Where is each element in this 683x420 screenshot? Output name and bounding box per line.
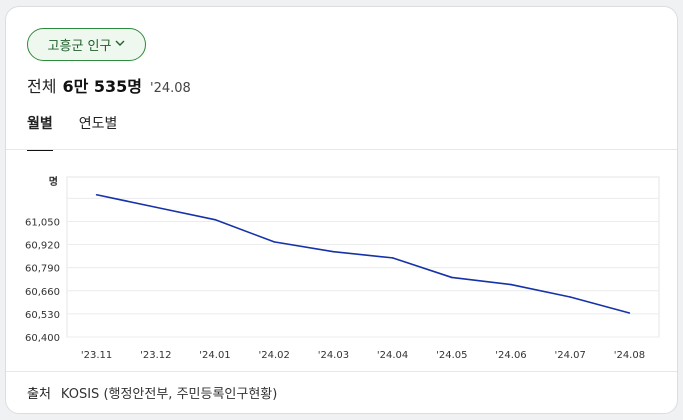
source-text: KOSIS (행정안전부, 주민등록인구현황) xyxy=(60,387,278,402)
y-tick-label: 60,530 xyxy=(25,310,60,321)
summary-label: 전체 xyxy=(27,77,57,96)
x-tick-label: '24.04 xyxy=(377,350,408,361)
data-point xyxy=(628,312,631,314)
population-card: 고흥군 인구 전체 6만 535명 '24.08 월별 연도별 60,400 60… xyxy=(5,6,678,414)
x-tick-label: '23.12 xyxy=(140,350,171,361)
source-label: 출처 xyxy=(27,387,51,402)
tabs-divider xyxy=(6,149,677,150)
period-tabs: 월별 연도별 xyxy=(27,113,117,153)
data-point xyxy=(569,296,571,298)
y-tick-label: 61,050 xyxy=(25,217,60,228)
plot-frame xyxy=(66,176,660,338)
summary-value: 6만 535명 xyxy=(62,77,142,96)
population-chart: 60,400 60,530 60,660 60,790 60,920 61,050 명 '23… xyxy=(6,157,677,371)
tab-yearly[interactable]: 연도별 xyxy=(78,116,118,132)
x-tick-label: '24.06 xyxy=(495,350,526,361)
summary-date: '24.08 xyxy=(150,81,191,96)
chevron-down-icon xyxy=(115,37,125,52)
y-tick-label: 60,790 xyxy=(25,264,60,275)
data-point xyxy=(332,250,335,253)
data-point xyxy=(510,283,512,286)
data-point xyxy=(155,206,157,209)
population-series-line xyxy=(96,193,630,314)
x-tick-label: '24.07 xyxy=(555,350,586,361)
x-tick-label: '24.08 xyxy=(614,350,645,361)
y-tick-label: 60,920 xyxy=(25,241,60,252)
y-axis-label: 명 xyxy=(49,175,58,188)
tab-monthly[interactable]: 월별 xyxy=(27,113,53,151)
y-tick-label: 60,400 xyxy=(25,333,60,344)
region-selector-button[interactable]: 고흥군 인구 xyxy=(27,28,146,61)
x-tick-label: '24.01 xyxy=(199,350,230,361)
x-tick-label: '24.05 xyxy=(436,350,467,361)
data-point xyxy=(391,257,394,259)
x-tick-label: '23.11 xyxy=(81,350,112,361)
data-point xyxy=(214,218,216,221)
x-tick-label: '24.02 xyxy=(259,350,290,361)
footer-divider xyxy=(6,371,677,372)
data-point xyxy=(273,241,276,243)
population-summary: 전체 6만 535명 '24.08 xyxy=(27,73,191,97)
region-selector-label: 고흥군 인구 xyxy=(47,39,112,54)
data-point xyxy=(95,193,98,196)
x-tick-label: '24.03 xyxy=(318,350,349,361)
chart-svg: 60,400 60,530 60,660 60,790 60,920 61,050 명 '23… xyxy=(25,175,660,361)
data-point xyxy=(451,276,453,279)
y-tick-label: 60,660 xyxy=(25,287,60,298)
source-footer: 출처 KOSIS (행정안전부, 주민등록인구현황) xyxy=(27,383,277,402)
